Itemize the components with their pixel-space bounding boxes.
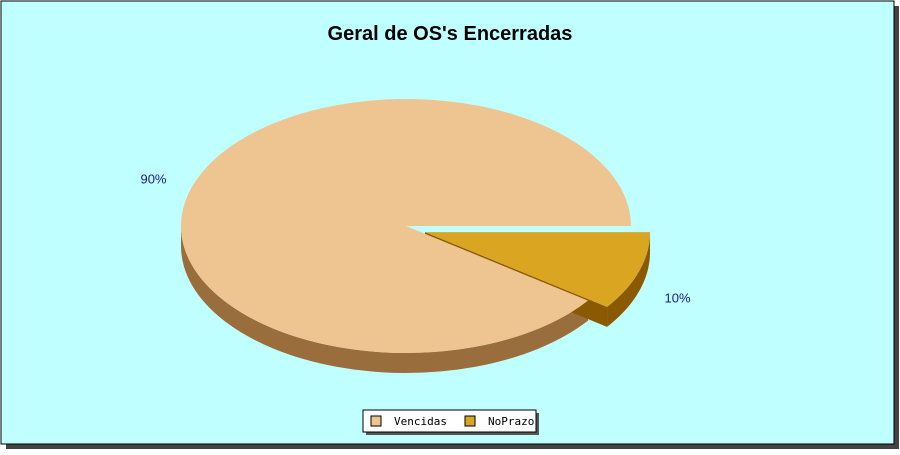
slice-noprazo xyxy=(425,232,651,307)
slice-rim-vencidas xyxy=(181,226,589,373)
data-label-noprazo: 10% xyxy=(665,290,691,305)
legend-box xyxy=(362,409,537,433)
legend-swatch-vencidas xyxy=(370,415,382,427)
pie-group xyxy=(181,98,651,373)
legend: Vencidas NoPrazo xyxy=(362,409,539,435)
data-labels: 90% 10% xyxy=(140,172,690,306)
legend-label-vencidas: Vencidas xyxy=(394,415,447,428)
chart-title: Geral de OS's Encerradas xyxy=(328,23,573,45)
legend-label-noprazo: NoPrazo xyxy=(488,415,534,428)
slice-vencidas xyxy=(181,98,631,353)
legend-swatch-noprazo xyxy=(464,415,476,427)
data-label-vencidas: 90% xyxy=(140,172,166,187)
slice-rim-noprazo xyxy=(607,232,651,327)
